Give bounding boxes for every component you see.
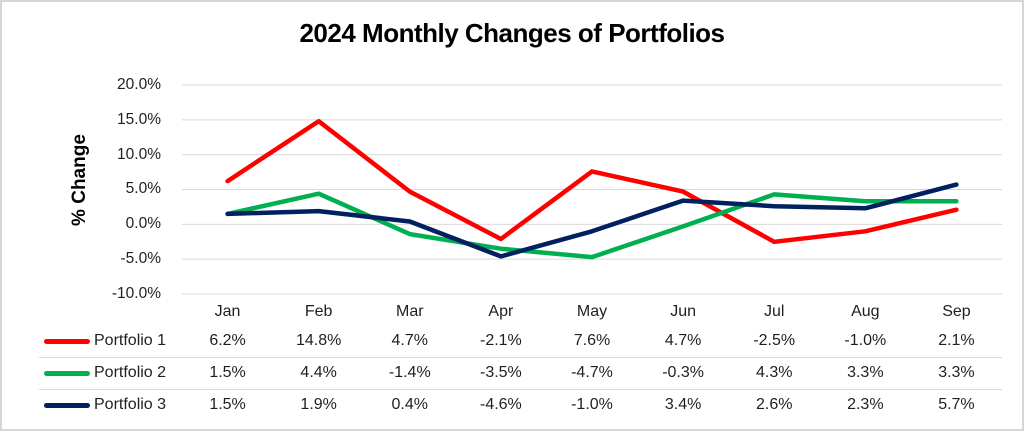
chart-title: 2024 Monthly Changes of Portfolios	[299, 18, 725, 48]
y-tick-label: 20.0%	[117, 76, 161, 93]
table-value: -0.3%	[662, 364, 704, 381]
table-value: 6.2%	[209, 332, 246, 349]
legend-item-portfolio-2: Portfolio 2	[44, 361, 166, 385]
month-label: Apr	[488, 303, 514, 320]
y-tick-label: 0.0%	[125, 215, 161, 232]
legend-item-portfolio-1: Portfolio 1	[44, 329, 166, 353]
y-axis-title: % Change	[69, 134, 90, 226]
legend-line-marker-red	[44, 338, 90, 344]
table-value: 3.3%	[938, 364, 975, 381]
legend-label: Portfolio 1	[94, 332, 167, 349]
month-label: Mar	[395, 303, 424, 320]
y-tick-label: 10.0%	[117, 146, 161, 163]
table-value: -2.1%	[479, 332, 522, 349]
table-value: 3.3%	[847, 364, 884, 381]
series-line-portfolio-2	[225, 191, 959, 260]
month-label: May	[576, 303, 608, 320]
y-tick-label: -10.0%	[111, 285, 161, 302]
month-label: Jul	[763, 303, 785, 320]
table-value: 1.5%	[209, 396, 246, 413]
series-line-portfolio-1	[225, 118, 959, 245]
legend-label: Portfolio 3	[94, 396, 167, 413]
table-value: 5.7%	[938, 396, 975, 413]
table-value: -1.4%	[388, 364, 431, 381]
table-row-divider	[39, 389, 1002, 390]
table-value: 14.8%	[295, 332, 342, 349]
month-label: Feb	[304, 303, 333, 320]
table-value: 4.3%	[755, 364, 793, 381]
table-value: 0.4%	[391, 396, 428, 413]
month-label: Sep	[942, 303, 971, 320]
table-row-portfolio-3: 1.5% 1.9% 0.4% -4.6% -1.0% 3.4% 2.6% 2.3% 5.7%	[182, 393, 1002, 417]
month-label: Jan	[214, 303, 241, 320]
table-value: 1.9%	[300, 396, 337, 413]
table-value: 1.5%	[209, 364, 246, 381]
table-value: 7.6%	[573, 332, 611, 349]
legend-item-portfolio-3: Portfolio 3	[44, 393, 166, 417]
table-value: 2.6%	[755, 396, 793, 413]
table-value: -4.7%	[571, 364, 613, 381]
table-value: -4.6%	[479, 396, 522, 413]
table-value: -1.0%	[844, 332, 887, 349]
table-value: -1.0%	[571, 396, 613, 413]
series-line-portfolio-3	[225, 182, 959, 259]
legend-line-marker-navy	[44, 402, 90, 408]
table-value: 3.4%	[664, 396, 702, 413]
table-row-portfolio-2: 1.5% 4.4% -1.4% -3.5% -4.7% -0.3% 4.3% 3.3% 3.3%	[182, 361, 1002, 385]
table-value: -2.5%	[753, 332, 796, 349]
y-tick-label: -5.0%	[120, 250, 162, 267]
month-label: Jun	[670, 303, 696, 320]
table-value: -3.5%	[479, 364, 522, 381]
y-tick-label: 5.0%	[125, 180, 161, 197]
month-label: Aug	[851, 303, 880, 320]
legend-line-marker-green	[44, 370, 90, 376]
x-axis-labels: Jan Feb Mar Apr May Jun Jul Aug Sep	[182, 300, 1002, 324]
table-value: 2.3%	[847, 396, 884, 413]
table-value: 4.7%	[391, 332, 428, 349]
y-tick-label: 15.0%	[117, 111, 161, 128]
table-value: 4.7%	[664, 332, 702, 349]
line-plot	[182, 84, 1002, 295]
table-value: 4.4%	[300, 364, 337, 381]
table-row-divider	[39, 357, 1002, 358]
table-value: 2.1%	[938, 332, 975, 349]
table-row-portfolio-1: 6.2% 14.8% 4.7% -2.1% 7.6% 4.7% -2.5% -1.0% 2.1%	[182, 329, 1002, 353]
legend-label: Portfolio 2	[94, 364, 167, 381]
